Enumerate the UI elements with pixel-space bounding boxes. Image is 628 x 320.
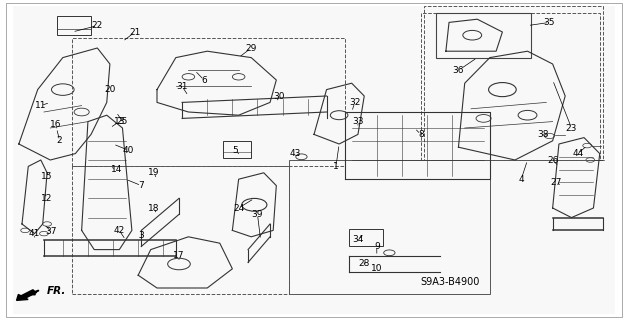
Text: 14: 14 bbox=[111, 165, 122, 174]
Bar bbox=[72, 38, 345, 166]
Text: 38: 38 bbox=[538, 130, 549, 139]
Text: 25: 25 bbox=[117, 117, 128, 126]
Text: 20: 20 bbox=[104, 85, 116, 94]
Text: 2: 2 bbox=[57, 136, 62, 145]
Text: 3: 3 bbox=[138, 231, 144, 240]
Text: 24: 24 bbox=[233, 204, 244, 212]
Text: 30: 30 bbox=[274, 92, 285, 100]
Text: 12: 12 bbox=[41, 194, 53, 203]
Bar bbox=[349, 229, 383, 246]
Text: 39: 39 bbox=[252, 210, 263, 219]
Text: 37: 37 bbox=[46, 228, 57, 236]
Text: 4: 4 bbox=[519, 175, 524, 184]
Bar bbox=[223, 141, 251, 158]
Bar bbox=[424, 6, 603, 160]
Text: 19: 19 bbox=[148, 168, 160, 177]
Text: 8: 8 bbox=[418, 130, 424, 139]
Text: 5: 5 bbox=[232, 146, 239, 155]
Text: 34: 34 bbox=[352, 236, 364, 244]
Text: 13: 13 bbox=[114, 117, 125, 126]
Text: 35: 35 bbox=[544, 18, 555, 27]
Text: S9A3-B4900: S9A3-B4900 bbox=[421, 276, 480, 287]
Text: 33: 33 bbox=[352, 117, 364, 126]
Text: 43: 43 bbox=[290, 149, 301, 158]
Text: 17: 17 bbox=[173, 252, 185, 260]
FancyArrow shape bbox=[16, 290, 37, 300]
Text: 1: 1 bbox=[333, 162, 339, 171]
Bar bbox=[436, 13, 531, 58]
Text: 7: 7 bbox=[138, 181, 144, 190]
Text: FR.: FR. bbox=[47, 285, 67, 296]
Text: 6: 6 bbox=[201, 76, 207, 84]
Text: 36: 36 bbox=[453, 66, 464, 75]
Text: 29: 29 bbox=[246, 44, 257, 52]
Text: 9: 9 bbox=[374, 242, 380, 251]
Text: 26: 26 bbox=[547, 156, 558, 164]
Text: 22: 22 bbox=[92, 21, 103, 30]
Text: 40: 40 bbox=[123, 146, 134, 155]
Text: 32: 32 bbox=[349, 98, 360, 107]
Text: 23: 23 bbox=[566, 124, 577, 132]
Text: 31: 31 bbox=[176, 82, 188, 91]
Bar bbox=[72, 166, 289, 294]
Text: 10: 10 bbox=[371, 264, 382, 273]
Bar bbox=[421, 13, 600, 160]
Bar bbox=[289, 160, 490, 294]
Text: 21: 21 bbox=[129, 28, 141, 36]
Text: 28: 28 bbox=[359, 260, 370, 268]
Bar bbox=[57, 16, 91, 35]
Text: 16: 16 bbox=[50, 120, 61, 129]
Text: 11: 11 bbox=[35, 101, 46, 110]
Text: 44: 44 bbox=[572, 149, 583, 158]
Text: 18: 18 bbox=[148, 204, 160, 212]
Text: 27: 27 bbox=[550, 178, 561, 187]
Text: 42: 42 bbox=[114, 226, 125, 235]
Text: 15: 15 bbox=[41, 172, 53, 180]
Text: 41: 41 bbox=[29, 229, 40, 238]
